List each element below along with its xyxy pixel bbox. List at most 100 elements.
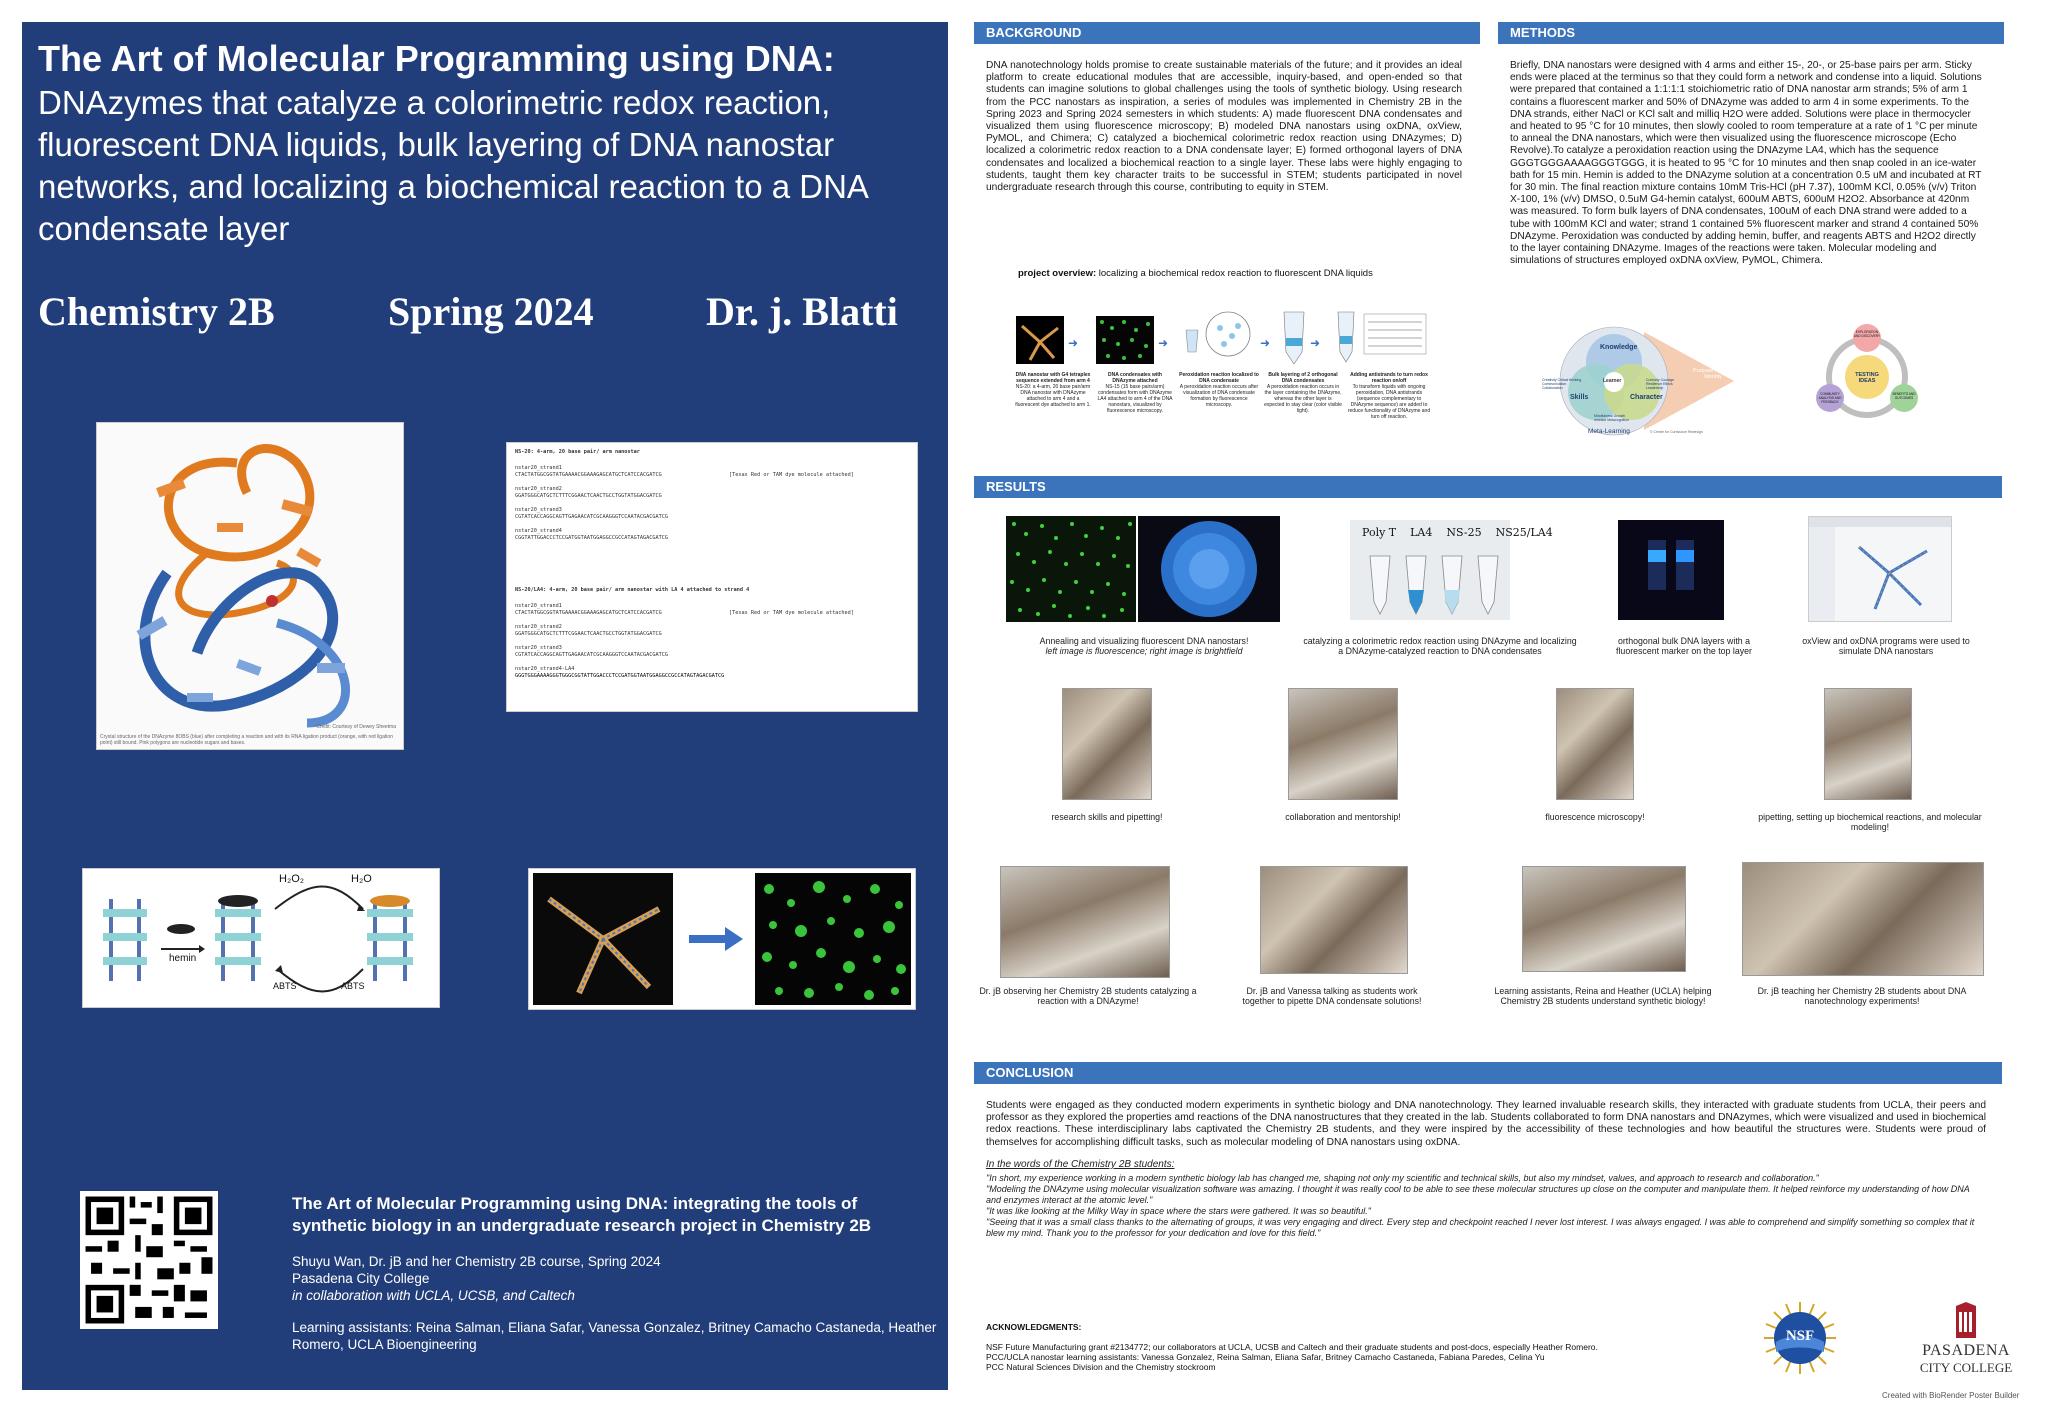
methods-text: Briefly, DNA nanostars were designed wit… xyxy=(1510,60,1982,267)
flow-step-4: Bulk layering of 2 orthogonal DNA conden… xyxy=(1264,372,1342,414)
dnazyme-structure-image xyxy=(96,422,404,750)
flow-arrow-1: ➜ xyxy=(1068,336,1079,350)
flow-step-3-title: Peroxidation reaction localized to DNA c… xyxy=(1179,372,1259,384)
flow-step-2-title: DNA condensates with DNAzyme attached xyxy=(1108,372,1162,384)
nanostar-condensate-image xyxy=(528,868,916,1010)
venn-purpose: Purpose Agency Identity xyxy=(1692,368,1734,380)
venn-character-detail: Curiosity Courage Resilience Ethics Lead… xyxy=(1646,378,1675,390)
flow-nanostar-image xyxy=(1016,316,1064,364)
photo-microscopy xyxy=(1556,688,1634,800)
flow-arrow-2: ➜ xyxy=(1158,336,1169,350)
photo-pipette-condensate xyxy=(1260,866,1408,974)
venn-skills-detail: Creativity Critical thinking Communicati… xyxy=(1542,378,1582,390)
photo-caption-7: Learning assistants, Reina and Heather (… xyxy=(1494,986,1712,1006)
seq-ns20-strand3-name: nstar20_strand3 xyxy=(515,507,562,513)
flow-step-1-title: DNA nanostar with G4 tetraplex sequence … xyxy=(1015,372,1091,384)
photo-teaching xyxy=(1742,862,1984,976)
dnazyme-caption: Crystal structure of the DNAzyme 8OBS (b… xyxy=(100,734,393,746)
flow-step-5: Adding antistrands to turn redox reactio… xyxy=(1346,372,1432,420)
acknowledgments-line-1: NSF Future Manufacturing grant #2134772;… xyxy=(986,1342,1598,1352)
photo-caption-3: fluorescence microscopy! xyxy=(1545,812,1645,822)
science-cycle-diagram: TESTING IDEAS EXPLORATION AND DISCOVERY … xyxy=(1808,322,1926,432)
background-text: DNA nanotechnology holds promise to crea… xyxy=(986,60,1462,194)
flow-step-5-title: Adding antistrands to turn redox reactio… xyxy=(1350,372,1428,384)
quote-3: "It was like looking at the Milky Way in… xyxy=(986,1206,1371,1216)
flow-arrow-3: ➜ xyxy=(1260,336,1271,350)
result-caption-1: Annealing and visualizing fluorescent DN… xyxy=(1014,636,1274,656)
quote-4: "Seeing that it was a small class thanks… xyxy=(986,1217,1975,1238)
term: Spring 2024 xyxy=(388,289,594,334)
qr-code[interactable] xyxy=(80,1191,218,1329)
nsf-logo-graphic xyxy=(1764,1302,1836,1374)
venn-learner: Learner xyxy=(1603,378,1622,384)
qr-code-graphic xyxy=(80,1191,218,1329)
result-caption-1-note: left image is fluorescence; right image … xyxy=(1045,646,1243,656)
nanostar-to-condensate-graphic xyxy=(533,873,911,1005)
photo-caption-4: pipetting, setting up biochemical reacti… xyxy=(1758,812,1982,832)
project-overview-text: localizing a biochemical redox reaction … xyxy=(1098,268,1373,279)
nsf-logo: NSF xyxy=(1762,1300,1838,1376)
venn-character: Character xyxy=(1630,394,1663,401)
seq-la4-strand3: CGTATCACCAGGCAGTTGAGAACATCGCAAGGGTCCAATA… xyxy=(515,652,669,658)
background-header: BACKGROUND xyxy=(974,22,1480,44)
seq-la4-strand2: GGATGGGCATGCTCTTTCGGAACTCAACTGCCTGGTATGG… xyxy=(515,631,662,637)
photo-caption-6: Dr. jB and Vanessa talking as students w… xyxy=(1242,986,1422,1006)
seq-ns20-strand1-name: nstar20_strand1 xyxy=(515,465,562,471)
photo-caption-5: Dr. jB observing her Chemistry 2B studen… xyxy=(979,986,1197,1006)
project-overview-label: project overview: xyxy=(1018,268,1097,279)
flow-step-2: DNA condensates with DNAzyme attached NS… xyxy=(1096,372,1174,414)
quote-1: "In short, my experience working in a mo… xyxy=(986,1173,1819,1183)
venn-graphic xyxy=(1559,326,1734,436)
reference-school: Pasadena City College xyxy=(292,1271,430,1286)
photo-caption-8: Dr. jB teaching her Chemistry 2B student… xyxy=(1757,986,1967,1006)
dnazyme-credit: Credit: Courtesy of Dewey Sheetma xyxy=(316,724,396,730)
tube-handwritten-labels: Poly T LA4 NS-25 NS25/LA4 xyxy=(1362,526,1553,539)
cycle-center-label: TESTING IDEAS xyxy=(1855,372,1879,384)
pcc-building-icon xyxy=(1956,1302,1976,1338)
flow-step-2-body: NS-15 (15 base pairs/arm) condensates fo… xyxy=(1097,384,1173,414)
seq-dye-note: [Texas Red or TAM dye molecule attached] xyxy=(729,472,854,478)
acknowledgments-header: ACKNOWLEDGMENTS: xyxy=(986,1322,1082,1332)
conclusion-text: Students were engaged as they conducted … xyxy=(986,1100,1986,1148)
reference-title: The Art of Molecular Programming using D… xyxy=(292,1194,872,1235)
seq-ns20-strand2: GGATGGGCATGCTCTTTCGGAACTCAACTGCCTGGTATGG… xyxy=(515,493,662,499)
pcc-logo-line-1: PASADENA xyxy=(1922,1342,2010,1359)
seq-la4-strand1-name: nstar20_strand1 xyxy=(515,603,562,609)
flow-layer-tube xyxy=(1282,308,1306,366)
brightfield-image xyxy=(1138,516,1280,622)
photo-collaboration xyxy=(1288,688,1398,800)
dnazyme-ribbon-graphic xyxy=(97,423,403,749)
h2o2-label: H₂O₂ xyxy=(279,873,305,885)
acknowledgments-line-2: PCC/UCLA nanostar learning assistants: V… xyxy=(986,1352,1545,1362)
flow-peroxidation-graphic xyxy=(1180,306,1256,366)
project-overview-flow: ➜ ➜ ➜ ➜ DNA nanostar with G4 tetraplex s… xyxy=(1014,296,1434,436)
seq-dye-note-2: [Texas Red or TAM dye molecule attached] xyxy=(729,610,854,616)
redox-tubes-image: Poly T LA4 NS-25 NS25/LA4 xyxy=(1350,520,1553,620)
seq-la4-header: NS-20/LA4: 4-arm, 20 base pair/ arm nano… xyxy=(515,587,750,593)
methods-header: METHODS xyxy=(1498,22,2004,44)
seq-la4-strand3-name: nstar20_strand3 xyxy=(515,645,562,651)
instructor: Dr. j. Blatti xyxy=(706,289,898,334)
project-overview: project overview: localizing a biochemic… xyxy=(1018,268,1373,279)
photo-caption-1: research skills and pipetting! xyxy=(1051,812,1163,822)
venn-skills: Skills xyxy=(1570,394,1589,401)
seq-ns20-strand1: CTACTATGGCGGTATGAAAACGGAAAGAGCATGCTCATCC… xyxy=(515,472,662,478)
seq-la4-strand4-name: nstar20_strand4-LA4 xyxy=(515,666,575,672)
hemin-label: hemin xyxy=(169,953,197,964)
venn-meta-detail: Mindfulness Growth mindset Metacognition xyxy=(1594,414,1630,422)
cycle-exploration: EXPLORATION AND DISCOVERY xyxy=(1853,330,1881,338)
photo-molecular-modeling xyxy=(1824,688,1912,800)
flow-step-1: DNA nanostar with G4 tetraplex sequence … xyxy=(1014,372,1092,408)
flow-step-3: Peroxidation reaction localized to DNA c… xyxy=(1178,372,1260,408)
seq-la4-strand1: CTACTATGGCGGTATGAAAACGGAAAGAGCATGCTCATCC… xyxy=(515,610,662,616)
abts-label-right: ABTS xyxy=(341,981,365,991)
flow-arrow-4: ➜ xyxy=(1310,336,1321,350)
seq-la4-strand2-name: nstar20_strand2 xyxy=(515,624,562,630)
nsf-logo-text: NSF xyxy=(1785,1328,1815,1344)
seq-ns20-strand2-name: nstar20_strand2 xyxy=(515,486,562,492)
acknowledgments-line-3: PCC Natural Sciences Division and the Ch… xyxy=(986,1362,1216,1372)
oxview-screenshot xyxy=(1808,516,1952,622)
seq-la4-strand4: GGGTGGGAAAAGGGTGGGCGGTATTGGACCCTCCGATGGT… xyxy=(515,673,725,679)
flow-step-4-title: Bulk layering of 2 orthogonal DNA conden… xyxy=(1268,372,1338,384)
poster-title: The Art of Molecular Programming using D… xyxy=(38,38,835,79)
